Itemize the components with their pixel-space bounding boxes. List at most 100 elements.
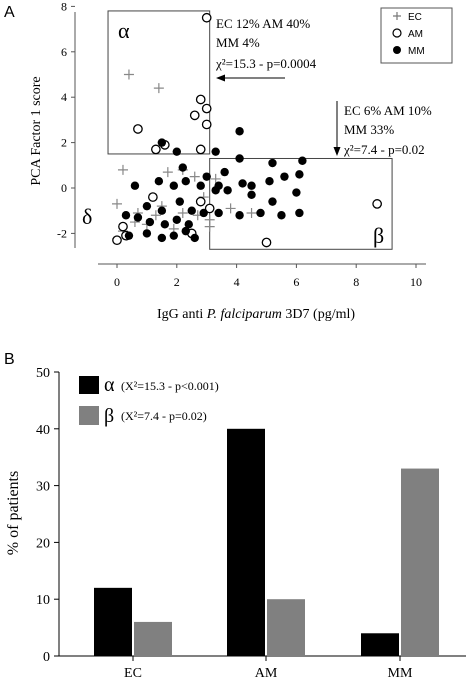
point-ec: [123, 69, 134, 80]
legend-am-label: AM: [408, 29, 423, 40]
y-axis-title-b: % of patients: [5, 471, 22, 555]
annotation-alpha: EC 12% AM 40% MM 4% χ²=15.3 - p=0.0004: [215, 16, 317, 82]
annotation-alpha-line-1: EC 12% AM 40%: [216, 16, 310, 31]
legend-alpha-note: (X²=15.3 - p<0.001): [121, 379, 219, 393]
point-mm: [169, 181, 179, 190]
point-mm: [172, 215, 181, 224]
point-mm: [130, 181, 140, 190]
point-mm: [160, 220, 170, 229]
x-tick-label-b: EC: [124, 666, 142, 681]
point-am: [189, 110, 200, 121]
point-mm: [268, 158, 277, 168]
point-mm: [181, 176, 190, 186]
point-mm: [238, 179, 247, 188]
point-ec: [189, 171, 200, 182]
point-mm: [223, 186, 232, 195]
point-mm: [220, 167, 229, 177]
point-am: [201, 103, 212, 114]
point-ec: [117, 164, 128, 175]
annotation-alpha-line-3: χ²=15.3 - p=0.0004: [215, 56, 317, 71]
point-am: [201, 119, 212, 130]
point-mm: [277, 211, 286, 220]
point-am: [195, 144, 206, 155]
x-tick-label-a: 6: [293, 275, 299, 289]
region-alpha: [107, 10, 211, 155]
point-mm: [124, 231, 134, 240]
scatter-plot: 0 2 4 6 8 10 -2 0 2 4 6 8 α β δ EC 12% AM 40% MM 4…: [29, 0, 453, 322]
point-mm: [199, 208, 208, 218]
point-mm: [178, 163, 187, 172]
point-mm: [169, 231, 179, 240]
x-tick-label-a: 10: [410, 275, 422, 289]
y-tick-label-b: 20: [36, 536, 50, 551]
region-label-beta: β: [373, 223, 384, 248]
legend-beta-swatch: [79, 406, 99, 425]
point-mm: [157, 138, 167, 147]
point-mm: [145, 217, 155, 227]
legend-b: α (X²=15.3 - p<0.001) β (X²=7.4 - p=0.02…: [79, 374, 219, 427]
point-mm: [235, 211, 244, 220]
point-am: [201, 12, 212, 23]
point-mm: [184, 220, 193, 229]
point-mm: [190, 233, 199, 243]
arrow-beta-head: [333, 147, 341, 156]
point-ec: [150, 210, 161, 221]
region-label-delta: δ: [82, 204, 92, 229]
point-am: [372, 199, 382, 209]
bar-ec-alpha: [94, 587, 132, 656]
point-mm: [235, 127, 244, 136]
point-mm: [211, 147, 220, 156]
legend-ec-label: EC: [408, 12, 422, 23]
legend-beta-symbol: β: [104, 405, 114, 427]
point-mm: [187, 206, 196, 215]
annotation-beta-line-2: MM 33%: [344, 122, 394, 137]
point-mm: [121, 211, 131, 220]
point-mm: [211, 186, 220, 195]
annotation-beta-line-1: EC 6% AM 10%: [344, 103, 432, 118]
point-mm: [280, 172, 289, 181]
point-ec: [162, 167, 173, 178]
y-tick-label-a: -2: [57, 226, 67, 240]
region-label-alpha: α: [118, 18, 130, 43]
legend-beta-note: (X²=7.4 - p=0.02): [121, 409, 207, 423]
x-axis-title-suffix: 3D7 (pg/ml): [282, 307, 355, 322]
legend-alpha-symbol: α: [104, 374, 115, 396]
point-mm: [181, 226, 190, 236]
point-am: [133, 124, 143, 134]
y-tick-label-a: 2: [61, 136, 67, 150]
y-tick-label-b: 10: [36, 593, 50, 608]
point-am: [151, 144, 161, 155]
bar-chart: 0 10 20 30 40 50 EC AM MM α (X²=15.3 - p<0.001)…: [5, 366, 466, 681]
legend-mm-label: MM: [408, 46, 425, 57]
x-tick-label-b: MM: [388, 666, 413, 681]
legend-a-box: [380, 7, 453, 64]
x-tick-label-b: AM: [255, 666, 278, 681]
x-axis-title-prefix: IgG anti: [157, 307, 207, 322]
point-mm: [154, 176, 164, 186]
y-tick-label-a: 6: [61, 45, 67, 59]
bar-mm-alpha: [361, 633, 399, 656]
y-tick-label-b: 50: [36, 366, 50, 381]
point-am: [118, 221, 128, 232]
y-axis-title-a: PCA Factor 1 score: [29, 76, 44, 185]
point-mm: [157, 206, 167, 215]
point-am: [148, 192, 158, 202]
y-tick-label-a: 8: [61, 0, 67, 13]
point-mm: [265, 176, 274, 186]
point-mm: [292, 188, 301, 197]
x-tick-label-a: 8: [353, 275, 359, 289]
legend-mm-marker: [393, 46, 401, 54]
point-mm: [235, 154, 244, 163]
panel-label-a: A: [4, 4, 15, 21]
legend-a: EC AM MM: [380, 7, 453, 64]
legend-am-marker: [392, 28, 402, 38]
legend-ec-marker: [393, 12, 401, 20]
arrow-alpha-head: [216, 74, 225, 82]
point-ec: [177, 207, 188, 218]
y-tick-label-a: 0: [61, 181, 67, 195]
point-mm: [247, 181, 256, 190]
y-tick-label-a: 4: [61, 90, 67, 104]
x-axis-title-italic: P. falciparum: [206, 307, 282, 322]
x-tick-label-a: 4: [234, 275, 240, 289]
